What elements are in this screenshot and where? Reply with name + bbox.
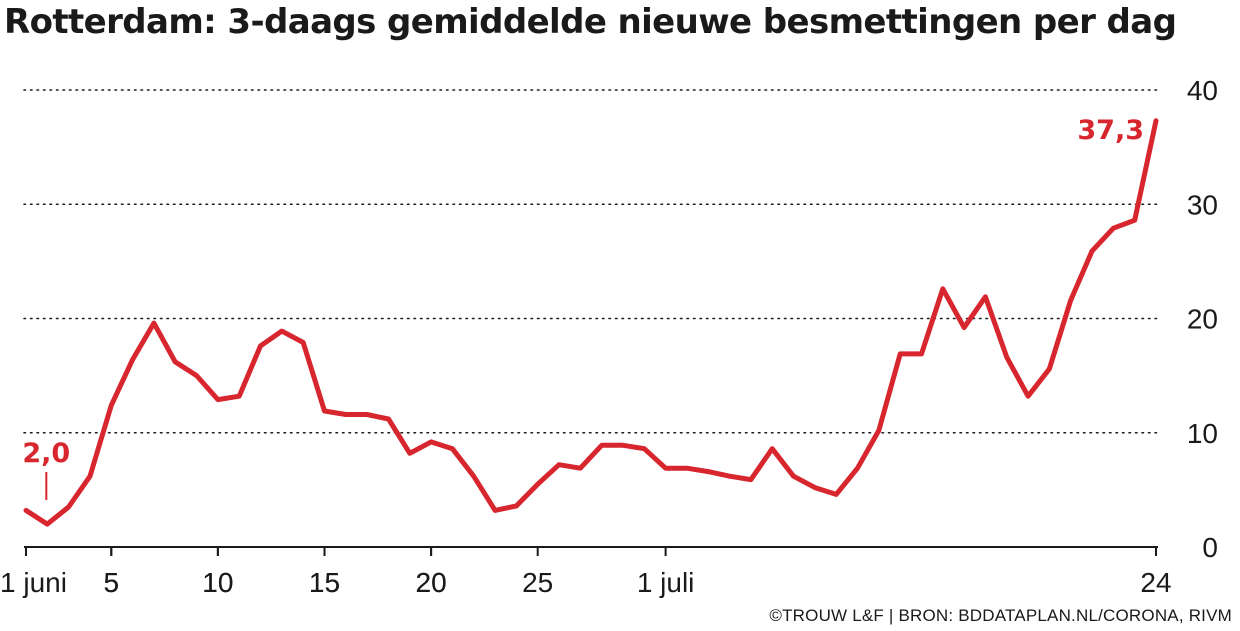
x-tick-label: 15: [309, 567, 340, 598]
x-tick-label: 25: [522, 567, 553, 598]
x-tick-label: 20: [416, 567, 447, 598]
x-tick-label: 10: [202, 567, 233, 598]
y-tick-label: 40: [1187, 75, 1218, 106]
x-tick-label: 1 juli: [637, 567, 695, 598]
x-tick-label: 24: [1140, 567, 1171, 598]
source-credit: ©TROUW L&F | BRON: BDDATAPLAN.NL/CORONA,…: [769, 606, 1232, 625]
data-label: 2,0: [22, 438, 70, 469]
x-tick-label: 10: [202, 567, 233, 598]
y-tick-label: 30: [1187, 189, 1218, 220]
x-tick-label: 5: [103, 567, 119, 598]
x-tick-label: 20: [416, 567, 447, 598]
series: [23, 118, 1159, 527]
x-tick-label: 1 juni: [0, 567, 67, 598]
data-label: 37,3: [1077, 115, 1144, 146]
y-tick-label: 0: [1202, 532, 1218, 563]
x-tick-label: 5: [103, 567, 119, 598]
chart-title: Rotterdam: 3-daags gemiddelde nieuwe bes…: [4, 2, 1177, 42]
x-tick-label: 15: [309, 567, 340, 598]
annotations: 2,0 37,3: [22, 115, 1144, 500]
y-tick-label: 20: [1187, 304, 1218, 335]
x-axis: [24, 546, 1158, 556]
y-tick-label: 10: [1187, 418, 1218, 449]
y-axis-labels: 0 10 20 30 40: [1187, 75, 1218, 563]
series-line: [23, 118, 1159, 527]
gridlines: [23, 89, 1159, 434]
